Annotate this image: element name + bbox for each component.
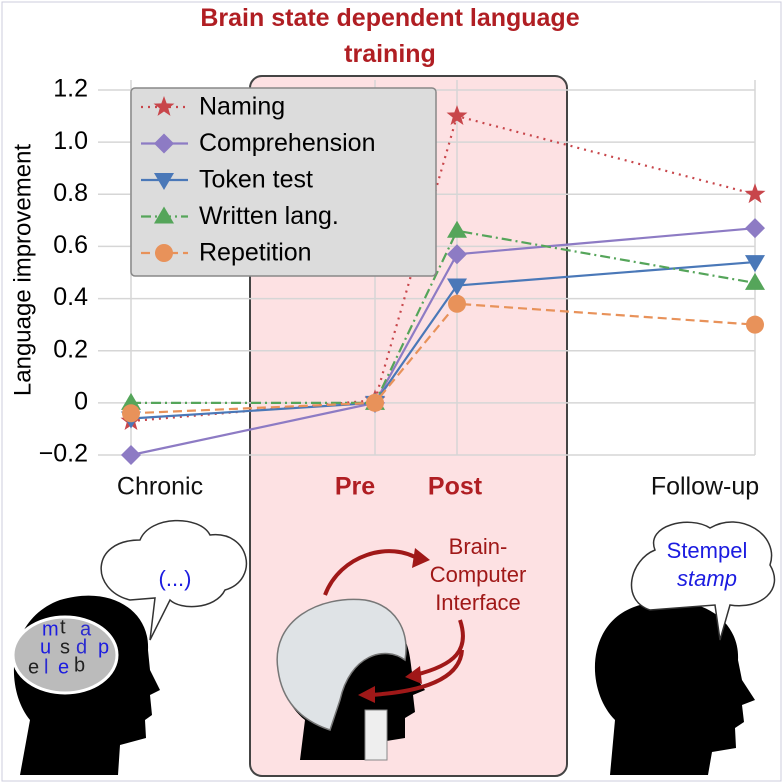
speech-text: (...) xyxy=(159,566,192,591)
x-tick-label: Post xyxy=(428,473,483,501)
marker xyxy=(121,445,141,465)
legend-label: Token test xyxy=(199,166,313,194)
marker xyxy=(745,218,765,239)
y-tick-label: 0 xyxy=(74,387,88,415)
marker xyxy=(122,404,140,423)
y-tick-label: 1.2 xyxy=(53,75,88,103)
marker xyxy=(447,278,467,296)
marker xyxy=(745,255,765,273)
speech-text: stamp xyxy=(677,566,737,591)
legend-marker xyxy=(154,133,174,154)
legend-label: Written lang. xyxy=(199,202,339,230)
brain-letter: e xyxy=(28,656,39,678)
legend-box xyxy=(130,87,437,277)
x-tick-label: Pre xyxy=(335,473,375,501)
bci-label: Interface xyxy=(435,590,521,615)
series-line xyxy=(130,260,756,420)
y-tick-label: 0.2 xyxy=(53,335,88,363)
bci-label: Brain- xyxy=(449,534,508,559)
brain-letter: a xyxy=(80,618,92,640)
bci-label: Computer xyxy=(430,562,527,587)
brain-letter: p xyxy=(98,636,109,658)
legend-marker xyxy=(154,206,174,224)
marker xyxy=(447,244,467,265)
legend-label: Comprehension xyxy=(199,129,376,157)
y-tick-label: 0.8 xyxy=(53,179,88,207)
brain-letter: t xyxy=(60,616,66,638)
x-tick-label: Follow-up xyxy=(651,473,759,501)
brain-letter: m xyxy=(42,618,59,640)
legend-marker xyxy=(153,96,175,116)
marker xyxy=(448,294,466,313)
y-axis-label: Language improvement xyxy=(9,144,36,396)
brain-letter: u xyxy=(40,636,51,658)
legend-label: Repetition xyxy=(199,239,312,267)
series-line xyxy=(130,227,756,457)
head-chronic xyxy=(11,519,248,775)
brain-letter: s xyxy=(60,636,70,658)
y-tick-label: 0.4 xyxy=(53,283,88,311)
legend-label: Naming xyxy=(199,93,285,121)
speech-text: Stempel xyxy=(667,538,748,563)
marker xyxy=(746,315,764,334)
chart-title: Brain state dependent language training xyxy=(200,4,580,68)
brain-letter: l xyxy=(44,656,48,678)
legend-marker xyxy=(155,244,173,262)
series-line xyxy=(131,229,756,404)
y-tick-label: −0.2 xyxy=(39,440,88,468)
brain-letter: d xyxy=(76,636,87,658)
marker xyxy=(366,393,384,412)
brain-letter: b xyxy=(74,654,85,676)
head-bci xyxy=(276,548,465,761)
legend-marker xyxy=(154,173,174,190)
marker xyxy=(744,183,766,204)
plot: −0.2 0 0.2 0.4 0.6 0.8 1.0 1.2 Chronic Pre Post Fol… xyxy=(39,75,766,501)
x-tick-label: Chronic xyxy=(117,473,203,501)
legend: Naming Comprehension Token test Written lan… xyxy=(130,87,437,277)
marker xyxy=(745,272,765,290)
marker xyxy=(446,105,468,125)
marker xyxy=(121,392,141,410)
brain-letter: e xyxy=(58,656,69,678)
y-tick-label: 1.0 xyxy=(53,127,88,155)
marker xyxy=(447,220,467,238)
y-tick-label: 0.6 xyxy=(53,231,88,259)
head-followup xyxy=(594,521,776,775)
series-line xyxy=(130,302,756,415)
